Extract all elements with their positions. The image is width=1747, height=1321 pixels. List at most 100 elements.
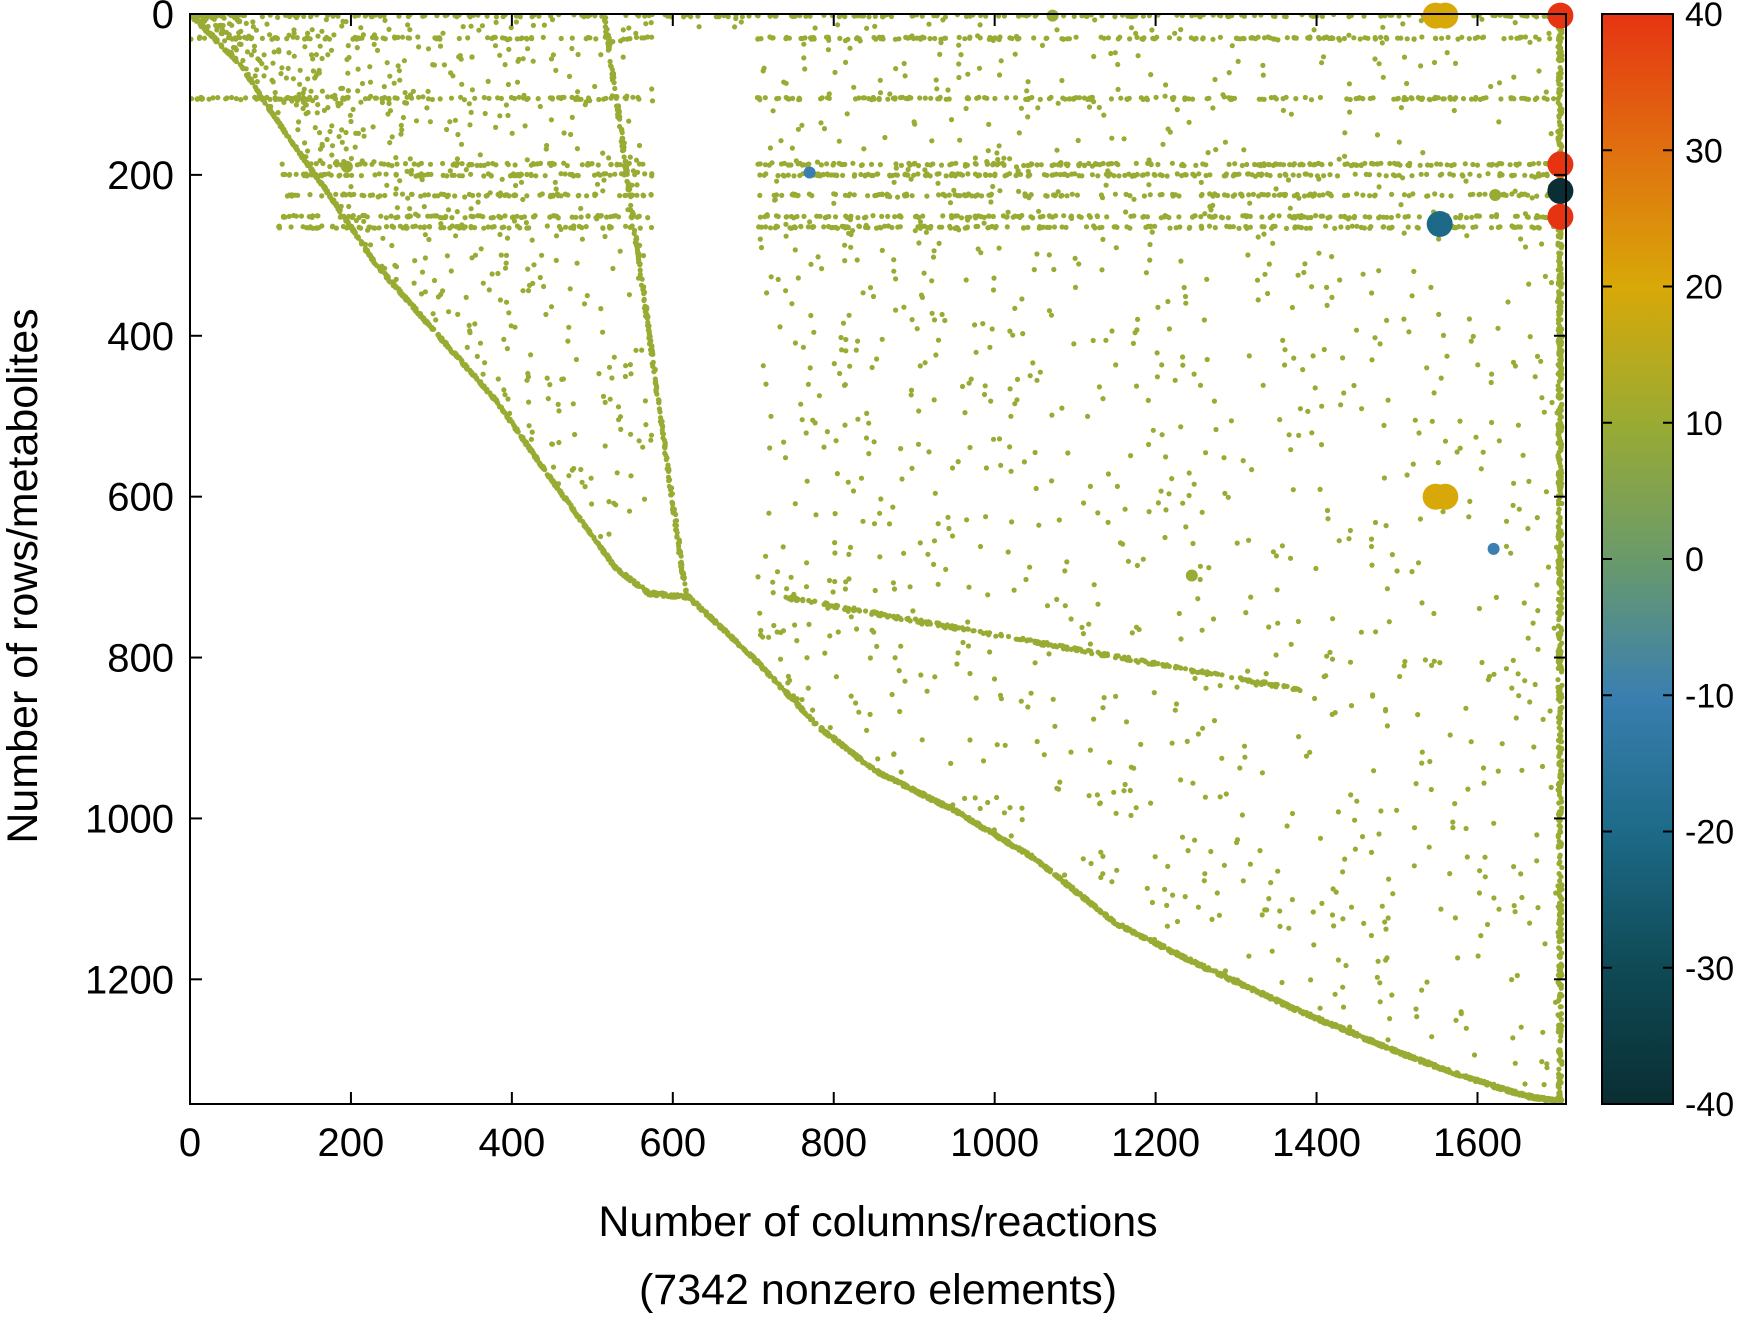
nonzero-point (854, 626, 860, 632)
nonzero-point (497, 113, 503, 119)
nonzero-point (1548, 131, 1554, 137)
nonzero-point (1426, 96, 1432, 102)
nonzero-point (1037, 224, 1043, 230)
nonzero-point (837, 370, 843, 377)
nonzero-point (1100, 705, 1106, 711)
nonzero-point (606, 155, 612, 161)
nonzero-point (807, 14, 813, 19)
nonzero-point (898, 446, 904, 452)
nonzero-point (1049, 478, 1055, 484)
nonzero-point (300, 105, 306, 112)
nonzero-point (620, 27, 626, 33)
nonzero-point (347, 112, 353, 118)
nonzero-point (1401, 663, 1407, 669)
nonzero-point (789, 145, 796, 151)
nonzero-point (598, 306, 604, 312)
nonzero-point (1434, 161, 1440, 167)
nonzero-point (1288, 111, 1294, 117)
nonzero-point (1489, 371, 1495, 377)
nonzero-point (848, 693, 854, 699)
nonzero-point (1317, 835, 1324, 841)
nonzero-point (380, 235, 386, 241)
nonzero-point (1557, 590, 1563, 596)
nonzero-point (1269, 948, 1275, 954)
nonzero-point (1205, 967, 1211, 973)
nonzero-point (1112, 191, 1118, 197)
nonzero-point (376, 171, 382, 177)
nonzero-point (898, 162, 905, 168)
nonzero-point (382, 36, 388, 42)
nonzero-point (1439, 192, 1445, 198)
nonzero-point (842, 242, 848, 248)
nonzero-point (990, 287, 997, 293)
nonzero-point (1045, 642, 1051, 648)
nonzero-point (1559, 805, 1565, 811)
nonzero-point (1511, 74, 1517, 80)
nonzero-point (1050, 192, 1057, 198)
nonzero-point (616, 109, 622, 115)
nonzero-point (607, 58, 613, 65)
nonzero-point (1337, 37, 1343, 43)
nonzero-point (808, 312, 814, 319)
nonzero-point (419, 177, 425, 183)
nonzero-point (1373, 629, 1379, 635)
nonzero-point (801, 41, 807, 47)
nonzero-point (432, 193, 438, 199)
nonzero-point (1327, 172, 1333, 178)
nonzero-point (1558, 1080, 1564, 1086)
nonzero-point (1034, 377, 1040, 383)
nonzero-point (399, 191, 406, 197)
nonzero-point (952, 173, 958, 179)
nonzero-point (998, 462, 1004, 468)
nonzero-point (804, 478, 810, 484)
nonzero-point (1521, 95, 1527, 101)
nonzero-point (875, 756, 881, 762)
nonzero-point (855, 338, 861, 344)
nonzero-point (1174, 918, 1181, 925)
nonzero-point (889, 691, 895, 698)
nonzero-point (1416, 430, 1422, 436)
nonzero-point (1400, 21, 1406, 27)
nonzero-point (639, 347, 645, 353)
nonzero-point (1158, 488, 1164, 494)
nonzero-point (682, 581, 688, 587)
nonzero-point (909, 465, 915, 471)
nonzero-point (1133, 160, 1139, 166)
nonzero-point (1535, 905, 1541, 911)
nonzero-point (636, 142, 643, 149)
nonzero-point (1398, 202, 1404, 208)
nonzero-point (798, 401, 804, 407)
nonzero-point (831, 361, 837, 367)
nonzero-point (474, 353, 480, 359)
nonzero-point (1236, 171, 1242, 177)
nonzero-point (1557, 854, 1563, 860)
nonzero-point (826, 95, 832, 101)
nonzero-point (391, 80, 397, 86)
nonzero-point (1174, 171, 1180, 177)
nonzero-point (348, 155, 354, 162)
nonzero-point (1433, 35, 1439, 42)
nonzero-point (1098, 34, 1104, 40)
nonzero-point (1291, 355, 1297, 361)
nonzero-point (606, 499, 612, 505)
nonzero-point (1351, 35, 1357, 41)
nonzero-point (1289, 810, 1296, 817)
nonzero-point (466, 322, 472, 328)
nonzero-point (250, 24, 256, 30)
nonzero-point (832, 191, 839, 197)
nonzero-point (540, 34, 546, 41)
nonzero-point (799, 122, 805, 128)
nonzero-point (912, 121, 918, 127)
nonzero-point (438, 191, 444, 197)
nonzero-point (600, 188, 606, 194)
nonzero-point (1436, 311, 1442, 317)
nonzero-point (419, 269, 426, 275)
nonzero-point (982, 383, 988, 389)
nonzero-point (394, 205, 400, 211)
nonzero-point (1050, 696, 1056, 702)
nonzero-point (955, 650, 961, 656)
nonzero-point (1114, 483, 1120, 489)
nonzero-point (1556, 725, 1562, 731)
nonzero-point (893, 307, 899, 313)
nonzero-point (320, 160, 326, 167)
